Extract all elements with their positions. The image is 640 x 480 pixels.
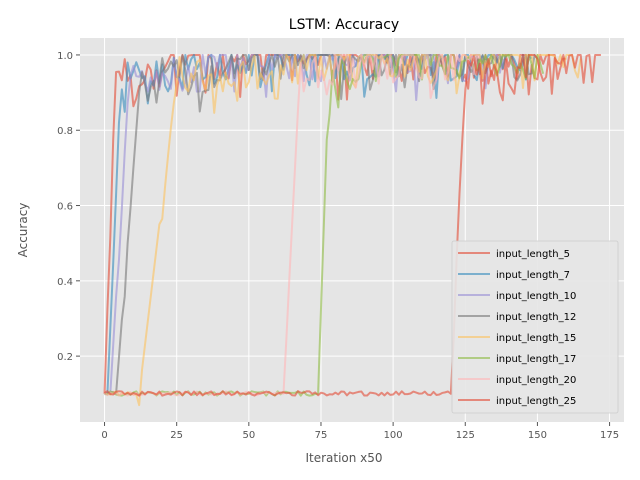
legend-label: input_length_5 xyxy=(496,249,570,260)
legend-label: input_length_7 xyxy=(496,270,570,281)
x-tick-label: 0 xyxy=(101,430,107,441)
legend-label: input_length_20 xyxy=(496,375,576,386)
x-tick-label: 100 xyxy=(384,430,403,441)
x-axis-label: Iteration x50 xyxy=(305,451,382,465)
y-tick-label: 0.8 xyxy=(57,126,73,137)
x-tick-label: 125 xyxy=(456,430,475,441)
series-line-input_length_15 xyxy=(104,53,582,407)
series-lines xyxy=(103,53,601,407)
legend-label: input_length_10 xyxy=(496,291,576,302)
legend-label: input_length_15 xyxy=(496,333,576,344)
y-axis-label: Accuracy xyxy=(16,203,30,258)
chart-title: LSTM: Accuracy xyxy=(289,17,399,33)
legend-box xyxy=(451,240,619,414)
y-tick-label: 0.4 xyxy=(57,277,73,288)
legend-label: input_length_17 xyxy=(496,354,576,365)
y-tick-label: 0.2 xyxy=(57,352,73,363)
x-tick-label: 25 xyxy=(170,430,183,441)
series-line-input_length_25 xyxy=(104,53,601,397)
x-tick-label: 150 xyxy=(528,430,547,441)
x-axis-ticks: 0 25 50 75 100 125 150 175 xyxy=(101,422,619,441)
x-tick-label: 50 xyxy=(242,430,255,441)
y-tick-label: 0.6 xyxy=(57,202,73,213)
x-tick-label: 175 xyxy=(600,430,619,441)
legend: input_length_5 input_length_7 input_length… xyxy=(451,240,619,414)
x-tick-label: 75 xyxy=(315,430,328,441)
legend-label: input_length_25 xyxy=(496,396,576,407)
y-tick-label: 1.0 xyxy=(57,51,73,62)
y-axis-ticks: 0.2 0.4 0.6 0.8 1.0 xyxy=(57,51,80,363)
legend-label: input_length_12 xyxy=(496,312,576,323)
